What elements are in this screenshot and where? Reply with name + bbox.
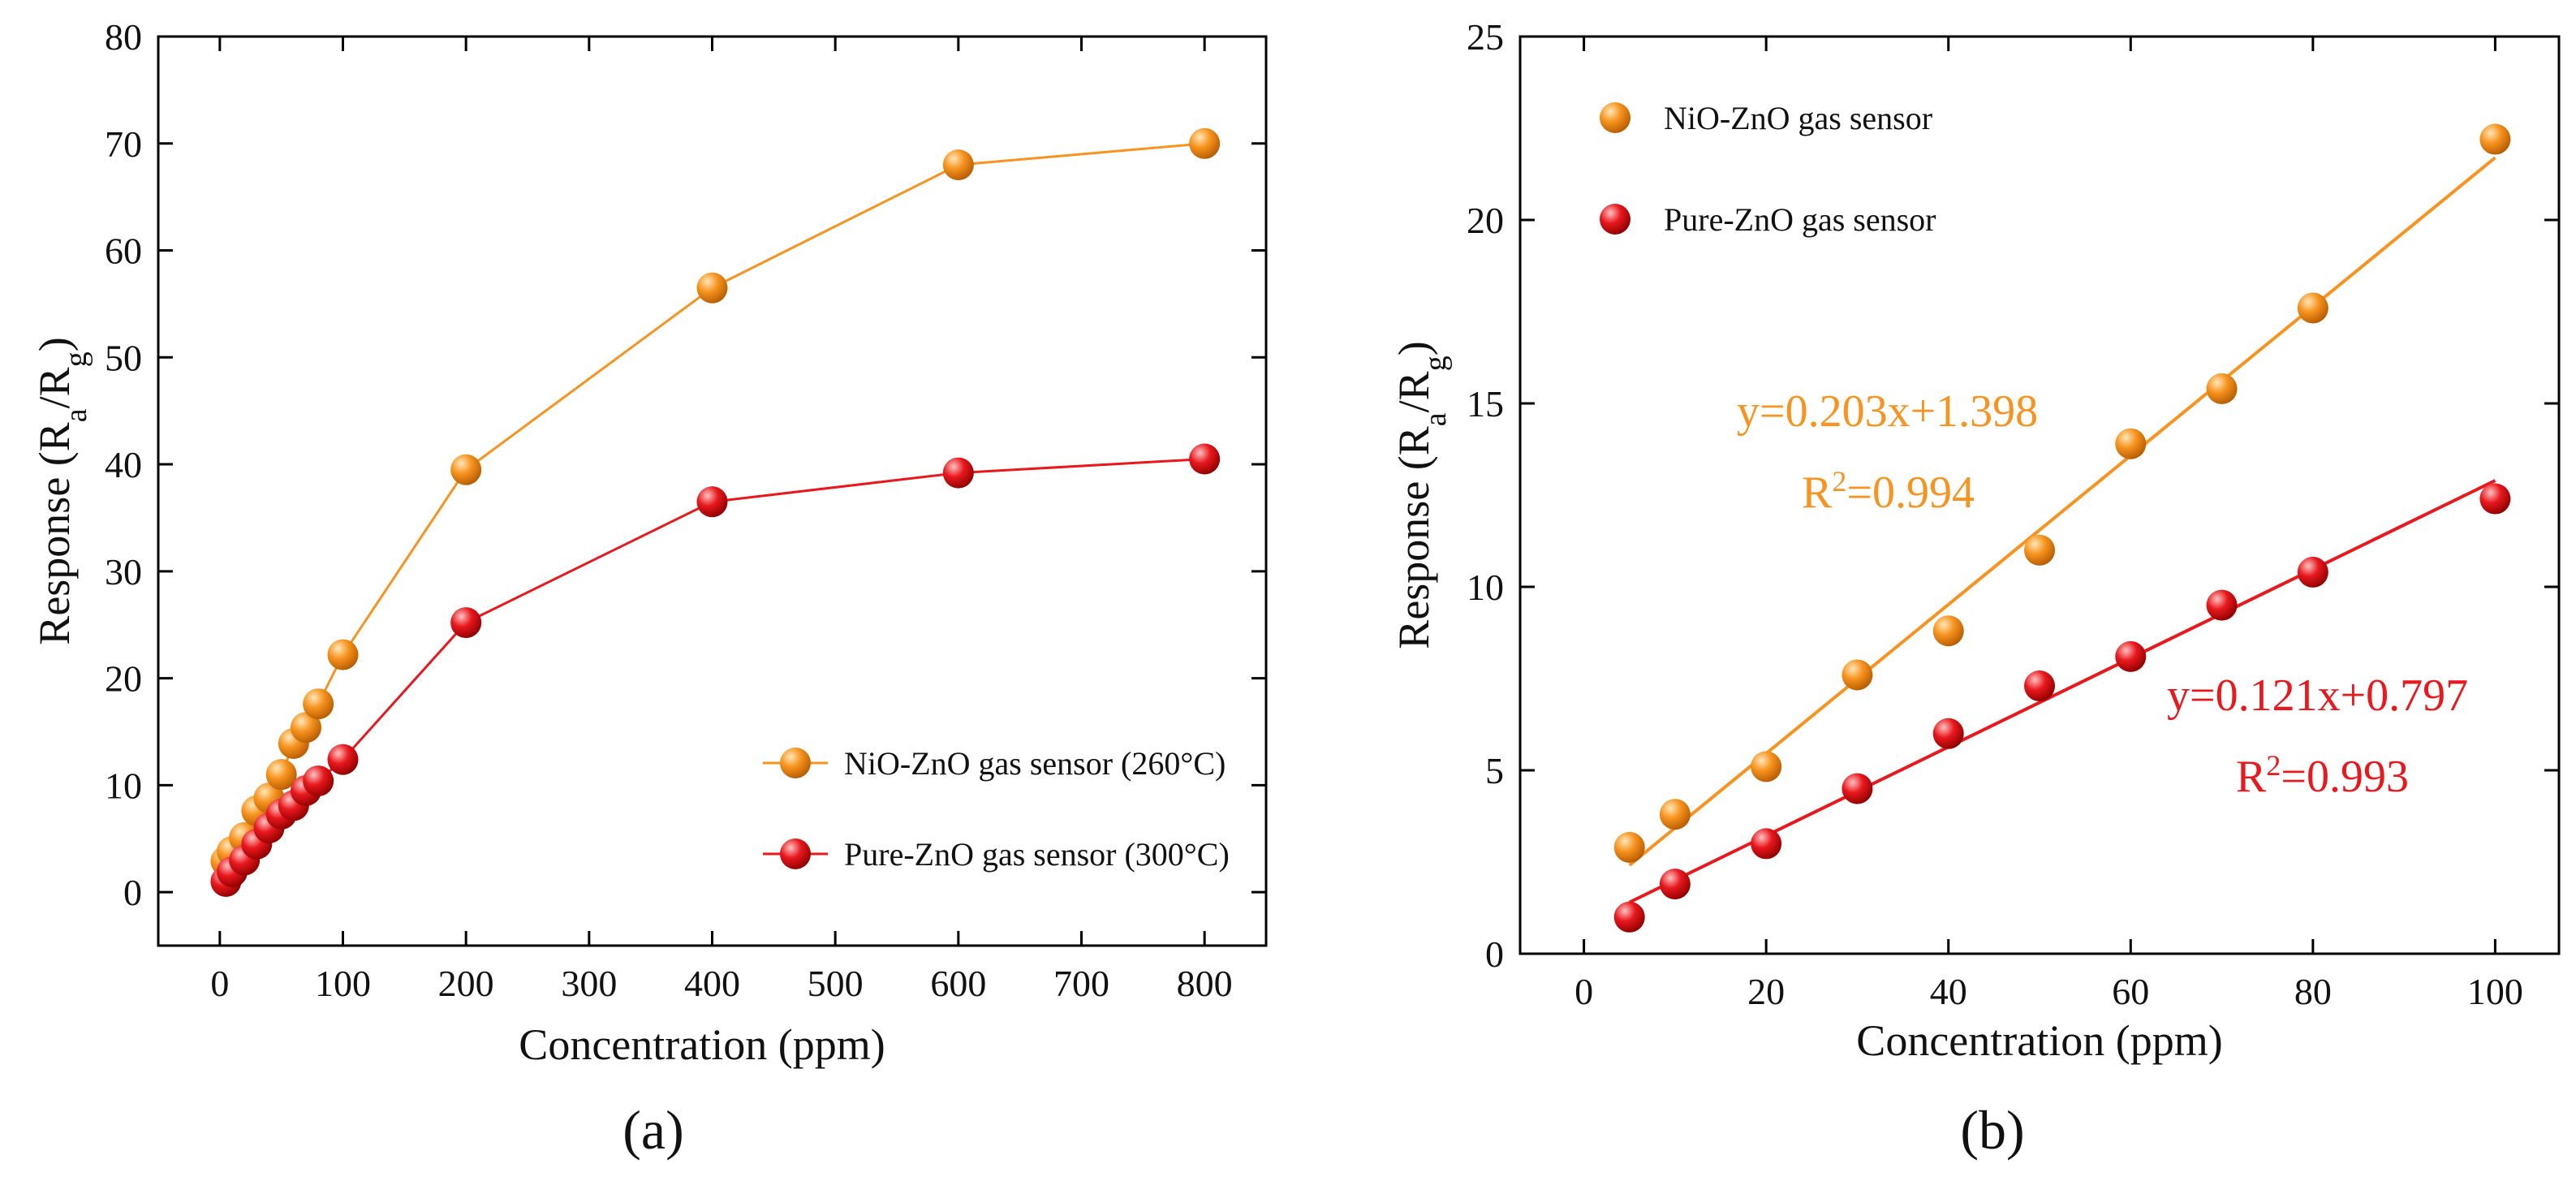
panel-a-x-tick-label-500: 500 — [808, 963, 864, 1004]
panel-b-y-tick-label-25: 25 — [1467, 16, 1504, 58]
panel-a-point-nio-100 — [327, 639, 359, 670]
panel-b-r2-pure: R2=0.993 — [2236, 749, 2409, 802]
panel-b-point-nio-50 — [2024, 534, 2055, 566]
panel-a-y-tick-label-0: 0 — [123, 872, 142, 913]
panel-b-legend-label-pure: Pure-ZnO gas sensor — [1664, 201, 1936, 238]
panel-b-x-tick-label-100: 100 — [2467, 971, 2523, 1012]
panel-a-x-tick-label-400: 400 — [684, 963, 740, 1004]
panel-b-point-nio-60 — [2115, 428, 2147, 459]
panel-a-point-pure-100 — [327, 744, 359, 775]
panel-a-y-tick-label-50: 50 — [105, 337, 142, 378]
panel-a-x-tick-label-200: 200 — [438, 963, 494, 1004]
panel-b-equation-nio: y=0.203x+1.398 — [1737, 386, 2038, 437]
panel-b-point-nio-100 — [2479, 123, 2511, 155]
panel-a-legend-marker-nio — [780, 748, 811, 778]
panel-b-point-pure-100 — [2479, 483, 2511, 515]
panel-b-point-nio-70 — [2206, 373, 2238, 404]
panel-a-series-points — [210, 127, 1221, 897]
panel-a-line-pure — [225, 457, 1205, 882]
panel-b-point-pure-60 — [2115, 640, 2147, 672]
panel-a-point-pure-600 — [942, 457, 974, 489]
panel-a-label: (a) — [622, 1099, 683, 1161]
panel-a-y-tick-label-30: 30 — [105, 551, 142, 593]
panel-a-y-axis-title: Response (Ra/Rg) — [30, 337, 93, 644]
panel-a-point-pure-200 — [450, 607, 482, 639]
panel-b-point-pure-40 — [1932, 718, 1964, 749]
panel-b-point-pure-30 — [1842, 773, 1873, 804]
panel-b-y-tick-label-10: 10 — [1467, 567, 1504, 608]
panel-b-point-pure-20 — [1751, 828, 1782, 860]
panel-a-y-tick-label-10: 10 — [105, 765, 142, 806]
panel-b-x-tick-label-0: 0 — [1574, 971, 1593, 1012]
panel-a-legend-label-pure: Pure-ZnO gas sensor (300°C) — [844, 836, 1230, 873]
panel-b-chart: 0 20 40 60 80 100 0 5 10 15 20 25 NiO-ZnO gas senso… — [1389, 16, 2561, 1161]
panel-b-point-pure-80 — [2297, 556, 2328, 588]
panel-b-point-pure-70 — [2206, 589, 2238, 621]
panel-b-legend-marker-pure — [1600, 204, 1630, 235]
panel-b-y-tick-label-15: 15 — [1467, 383, 1504, 425]
panel-b-equation-pure: y=0.121x+0.797 — [2167, 670, 2468, 721]
panel-a-y-tick-label-20: 20 — [105, 658, 142, 700]
panel-a-x-tick-label-300: 300 — [561, 963, 617, 1004]
panel-b-point-nio-10 — [1659, 799, 1691, 830]
panel-b-x-tick-label-80: 80 — [2294, 971, 2332, 1012]
panel-b-fit-line-nio — [1628, 156, 2496, 867]
panel-b-series-points — [1613, 123, 2511, 933]
panel-b-r2-nio: R2=0.994 — [1802, 465, 1975, 518]
panel-a-y-tick-label-70: 70 — [105, 123, 142, 165]
panel-b-x-axis-title: Concentration (ppm) — [1856, 1016, 2222, 1065]
panel-b-legend-label-nio: NiO-ZnO gas sensor — [1664, 100, 1932, 136]
panel-b-ticks: 0 20 40 60 80 100 0 5 10 15 20 25 — [1467, 16, 2559, 1012]
panel-b-point-nio-80 — [2297, 292, 2328, 324]
panel-b-legend: NiO-ZnO gas sensor Pure-ZnO gas sensor — [1600, 100, 1936, 238]
panel-a-point-nio-50 — [265, 759, 297, 791]
panel-b-y-tick-label-20: 20 — [1467, 200, 1504, 241]
panel-a-x-tick-label-800: 800 — [1177, 963, 1233, 1004]
panel-b-plot-frame — [1518, 35, 2561, 955]
panel-a-point-nio-800 — [1189, 127, 1221, 159]
panel-a-point-nio-400 — [696, 272, 728, 304]
panel-b-x-tick-label-40: 40 — [1930, 971, 1967, 1012]
panel-a-legend-label-nio: NiO-ZnO gas sensor (260°C) — [844, 745, 1226, 782]
panel-a-ticks: 0 100 200 300 400 500 600 700 800 0 10 20 30 40 50 60 70… — [105, 16, 1266, 1004]
panel-b-y-tick-label-0: 0 — [1485, 933, 1504, 975]
panel-a-x-tick-label-700: 700 — [1053, 963, 1109, 1004]
panel-a-legend-marker-pure — [780, 838, 811, 869]
panel-b-point-nio-30 — [1842, 659, 1873, 691]
panel-b-point-nio-40 — [1932, 615, 1964, 647]
panel-a-point-nio-80 — [303, 688, 334, 720]
panel-b-legend-marker-nio — [1600, 102, 1630, 133]
panel-a-y-tick-label-60: 60 — [105, 231, 142, 272]
panel-b-label: (b) — [1960, 1099, 2024, 1161]
panel-a-point-pure-400 — [696, 486, 728, 518]
panel-a-x-tick-label-100: 100 — [315, 963, 371, 1004]
panel-b-point-nio-20 — [1751, 751, 1782, 782]
panel-b-point-pure-50 — [2024, 670, 2055, 702]
panel-a-legend: NiO-ZnO gas sensor (260°C) Pure-ZnO gas … — [763, 745, 1230, 873]
panel-b-point-pure-5 — [1613, 901, 1645, 933]
panel-a-point-pure-80 — [303, 765, 334, 797]
panel-b-x-tick-label-60: 60 — [2112, 971, 2149, 1012]
panel-b-x-tick-label-20: 20 — [1747, 971, 1785, 1012]
panel-a-y-tick-label-40: 40 — [105, 444, 142, 485]
panel-a-point-nio-70 — [291, 712, 321, 744]
panel-b-point-pure-10 — [1659, 869, 1691, 900]
panel-a-x-tick-label-0: 0 — [210, 963, 229, 1004]
panel-a-point-pure-800 — [1189, 443, 1221, 475]
panel-a-x-axis-title: Concentration (ppm) — [519, 1020, 885, 1069]
panel-b-y-axis-title: Response (Ra/Rg) — [1389, 341, 1453, 649]
panel-a-y-tick-label-80: 80 — [105, 16, 142, 58]
panel-a-chart: 0 100 200 300 400 500 600 700 800 0 10 20 30 40 50 60 70… — [30, 16, 1268, 1161]
panel-a-point-nio-600 — [942, 149, 974, 181]
panel-a-point-nio-200 — [450, 454, 482, 485]
panel-a-x-tick-label-600: 600 — [930, 963, 986, 1004]
panel-b-point-nio-5 — [1613, 831, 1645, 863]
panel-b-y-tick-label-5: 5 — [1485, 750, 1504, 791]
